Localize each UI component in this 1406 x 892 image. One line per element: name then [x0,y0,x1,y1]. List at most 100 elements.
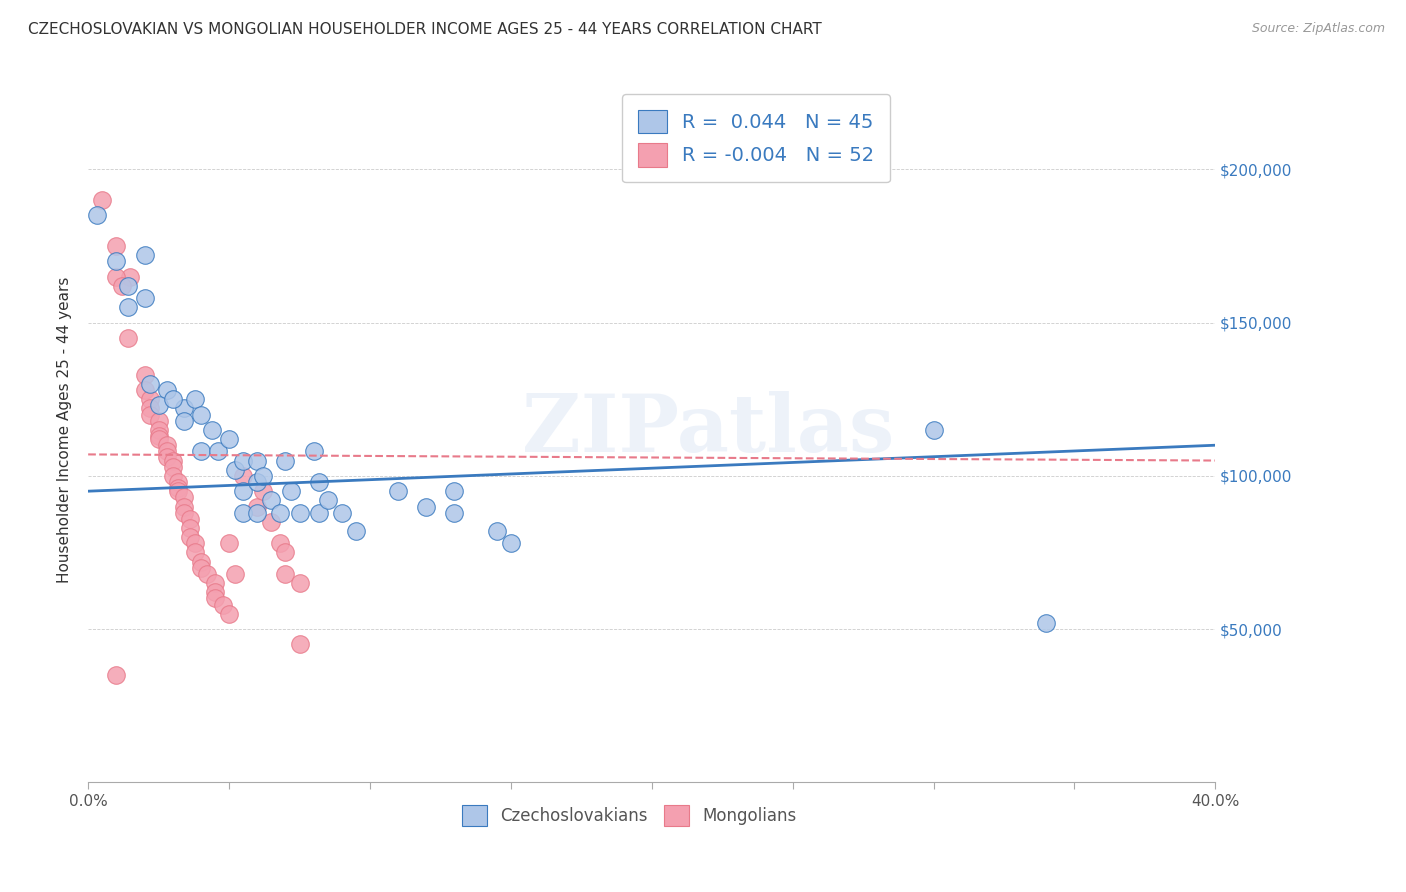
Point [173,500,195,514]
Point [162,459,184,474]
Point [246,453,269,467]
Point [302,444,325,458]
Point [134,291,156,305]
Point [162,392,184,407]
Point [204,576,226,591]
Point [415,500,437,514]
Point [485,524,508,538]
Point [139,408,162,422]
Point [224,566,246,581]
Point [148,414,170,428]
Point [288,637,311,651]
Point [105,269,128,284]
Point [232,453,254,467]
Point [167,481,190,495]
Point [269,536,291,550]
Point [105,668,128,682]
Point [274,453,297,467]
Point [316,493,339,508]
Point [443,506,465,520]
Point [246,475,269,489]
Point [117,331,139,345]
Point [111,278,134,293]
Point [201,423,224,437]
Point [246,500,269,514]
Point [156,450,179,465]
Point [195,566,218,581]
Point [207,444,229,458]
Point [167,475,190,489]
Legend: Czechoslovakians, Mongolians: Czechoslovakians, Mongolians [453,797,806,834]
Point [252,484,274,499]
Point [162,453,184,467]
Point [162,468,184,483]
Point [218,607,240,621]
Point [252,468,274,483]
Point [224,463,246,477]
Point [148,398,170,412]
Point [156,438,179,452]
Point [269,506,291,520]
Point [190,561,212,575]
Text: ZIPatlas: ZIPatlas [522,391,894,469]
Point [134,368,156,382]
Point [344,524,367,538]
Point [190,408,212,422]
Point [139,392,162,407]
Y-axis label: Householder Income Ages 25 - 44 years: Householder Income Ages 25 - 44 years [58,277,72,583]
Point [232,506,254,520]
Point [232,468,254,483]
Point [330,506,353,520]
Point [280,484,302,499]
Point [499,536,522,550]
Point [387,484,409,499]
Point [288,506,311,520]
Point [288,576,311,591]
Point [105,239,128,253]
Point [148,423,170,437]
Point [86,208,108,222]
Point [218,536,240,550]
Point [91,193,114,207]
Point [274,545,297,559]
Point [117,301,139,315]
Point [139,401,162,416]
Point [260,493,283,508]
Point [134,248,156,262]
Point [167,484,190,499]
Point [308,475,330,489]
Point [204,591,226,606]
Point [308,506,330,520]
Point [1035,615,1057,630]
Point [173,414,195,428]
Point [134,383,156,397]
Point [190,444,212,458]
Point [156,444,179,458]
Point [173,401,195,416]
Point [179,521,201,535]
Point [184,536,207,550]
Point [120,269,142,284]
Point [179,512,201,526]
Point [156,383,179,397]
Point [443,484,465,499]
Text: CZECHOSLOVAKIAN VS MONGOLIAN HOUSEHOLDER INCOME AGES 25 - 44 YEARS CORRELATION C: CZECHOSLOVAKIAN VS MONGOLIAN HOUSEHOLDER… [28,22,823,37]
Point [260,515,283,529]
Point [274,566,297,581]
Point [148,432,170,446]
Point [139,376,162,391]
Text: Source: ZipAtlas.com: Source: ZipAtlas.com [1251,22,1385,36]
Point [190,555,212,569]
Point [246,506,269,520]
Point [184,392,207,407]
Point [204,585,226,599]
Point [105,254,128,268]
Point [148,429,170,443]
Point [212,598,235,612]
Point [922,423,945,437]
Point [232,484,254,499]
Point [179,530,201,544]
Point [218,432,240,446]
Point [117,278,139,293]
Point [173,491,195,505]
